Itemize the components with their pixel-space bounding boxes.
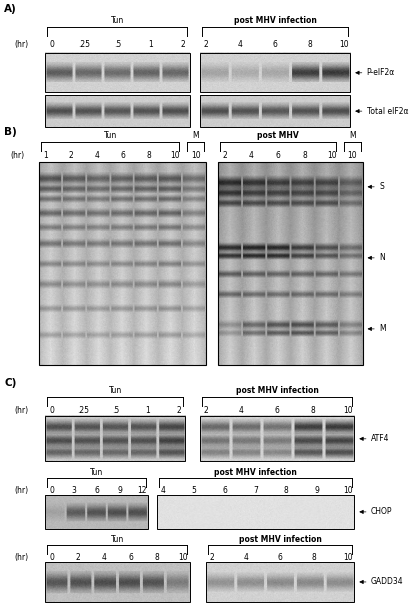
Text: B): B) xyxy=(4,127,17,137)
Text: (hr): (hr) xyxy=(15,486,29,495)
Text: 0: 0 xyxy=(49,40,54,48)
Text: M: M xyxy=(349,131,356,140)
Bar xyxy=(39,162,206,365)
Text: .5: .5 xyxy=(114,40,121,48)
Text: 8: 8 xyxy=(312,553,316,562)
Text: 6: 6 xyxy=(273,40,277,48)
Text: 6: 6 xyxy=(222,486,227,495)
Text: Tun: Tun xyxy=(111,535,124,544)
Bar xyxy=(45,562,190,602)
Text: 3: 3 xyxy=(72,486,77,495)
Text: 10: 10 xyxy=(347,151,357,159)
Text: 2: 2 xyxy=(75,553,80,562)
Bar xyxy=(200,53,350,92)
Text: 6: 6 xyxy=(276,151,281,159)
Text: 8: 8 xyxy=(154,553,159,562)
Text: 10: 10 xyxy=(343,553,353,562)
Text: 2: 2 xyxy=(204,406,208,414)
Text: 4: 4 xyxy=(249,151,254,159)
Text: 2: 2 xyxy=(210,553,215,562)
Text: 1: 1 xyxy=(43,151,48,159)
Text: post MHV infection: post MHV infection xyxy=(214,467,297,477)
Text: (hr): (hr) xyxy=(15,40,29,48)
Text: 2: 2 xyxy=(181,40,186,48)
Text: ATF4: ATF4 xyxy=(371,434,389,443)
Text: 0: 0 xyxy=(49,486,54,495)
Text: 6: 6 xyxy=(278,553,283,562)
Text: 4: 4 xyxy=(244,553,248,562)
Text: 1: 1 xyxy=(145,406,150,414)
Text: N: N xyxy=(379,253,385,262)
Text: 10: 10 xyxy=(343,406,353,414)
Text: 2: 2 xyxy=(69,151,74,159)
Text: 2: 2 xyxy=(177,406,182,414)
Text: Tun: Tun xyxy=(109,386,122,395)
Text: 10: 10 xyxy=(343,486,353,495)
Text: 10: 10 xyxy=(170,151,180,159)
Text: 10: 10 xyxy=(339,40,349,48)
Text: 2: 2 xyxy=(222,151,227,159)
Bar xyxy=(45,416,185,461)
Text: A): A) xyxy=(4,4,17,14)
Text: 10: 10 xyxy=(191,151,201,159)
Text: post MHV infection: post MHV infection xyxy=(234,16,316,25)
Text: Tun: Tun xyxy=(103,131,117,140)
Bar xyxy=(206,562,354,602)
Text: (hr): (hr) xyxy=(15,553,29,562)
Text: 8: 8 xyxy=(147,151,152,159)
Text: S: S xyxy=(379,182,384,191)
Text: 1: 1 xyxy=(148,40,153,48)
Text: (hr): (hr) xyxy=(11,151,25,159)
Text: post MHV infection: post MHV infection xyxy=(239,535,322,544)
Bar xyxy=(45,495,148,528)
Text: CHOP: CHOP xyxy=(371,507,392,516)
Text: 4: 4 xyxy=(160,486,165,495)
Text: C): C) xyxy=(4,378,16,388)
Text: 7: 7 xyxy=(253,486,258,495)
Text: M: M xyxy=(379,324,386,333)
Text: 6: 6 xyxy=(128,553,133,562)
Text: 6: 6 xyxy=(121,151,126,159)
Bar xyxy=(200,416,354,461)
Text: .25: .25 xyxy=(77,406,89,414)
Bar xyxy=(200,95,350,127)
Text: 0: 0 xyxy=(49,406,54,414)
Bar xyxy=(218,162,363,365)
Text: 8: 8 xyxy=(284,486,289,495)
Text: .5: .5 xyxy=(112,406,119,414)
Text: 2: 2 xyxy=(204,40,208,48)
Text: 8: 8 xyxy=(307,40,312,48)
Text: 0: 0 xyxy=(49,553,54,562)
Text: Total eIF2α: Total eIF2α xyxy=(367,107,408,115)
Text: post MHV infection: post MHV infection xyxy=(236,386,318,395)
Text: 4: 4 xyxy=(102,553,107,562)
Text: 4: 4 xyxy=(239,406,244,414)
Text: Tun: Tun xyxy=(90,467,103,477)
Text: 10: 10 xyxy=(327,151,337,159)
Text: (hr): (hr) xyxy=(15,406,29,414)
Text: 5: 5 xyxy=(191,486,196,495)
Text: 9: 9 xyxy=(117,486,122,495)
Text: M: M xyxy=(192,131,199,140)
Bar xyxy=(157,495,354,528)
Text: .25: .25 xyxy=(78,40,91,48)
Text: 9: 9 xyxy=(315,486,320,495)
Text: 8: 8 xyxy=(310,406,315,414)
Text: 4: 4 xyxy=(238,40,243,48)
Text: Tun: Tun xyxy=(111,16,124,25)
Text: 10: 10 xyxy=(178,553,188,562)
Text: 6: 6 xyxy=(94,486,99,495)
Text: 8: 8 xyxy=(302,151,307,159)
Bar xyxy=(45,95,190,127)
Text: 6: 6 xyxy=(275,406,279,414)
Bar xyxy=(45,53,190,92)
Text: 4: 4 xyxy=(95,151,100,159)
Text: GADD34: GADD34 xyxy=(371,577,403,586)
Text: 12: 12 xyxy=(137,486,147,495)
Text: P-eIF2α: P-eIF2α xyxy=(367,68,395,77)
Text: post MHV: post MHV xyxy=(257,131,299,140)
